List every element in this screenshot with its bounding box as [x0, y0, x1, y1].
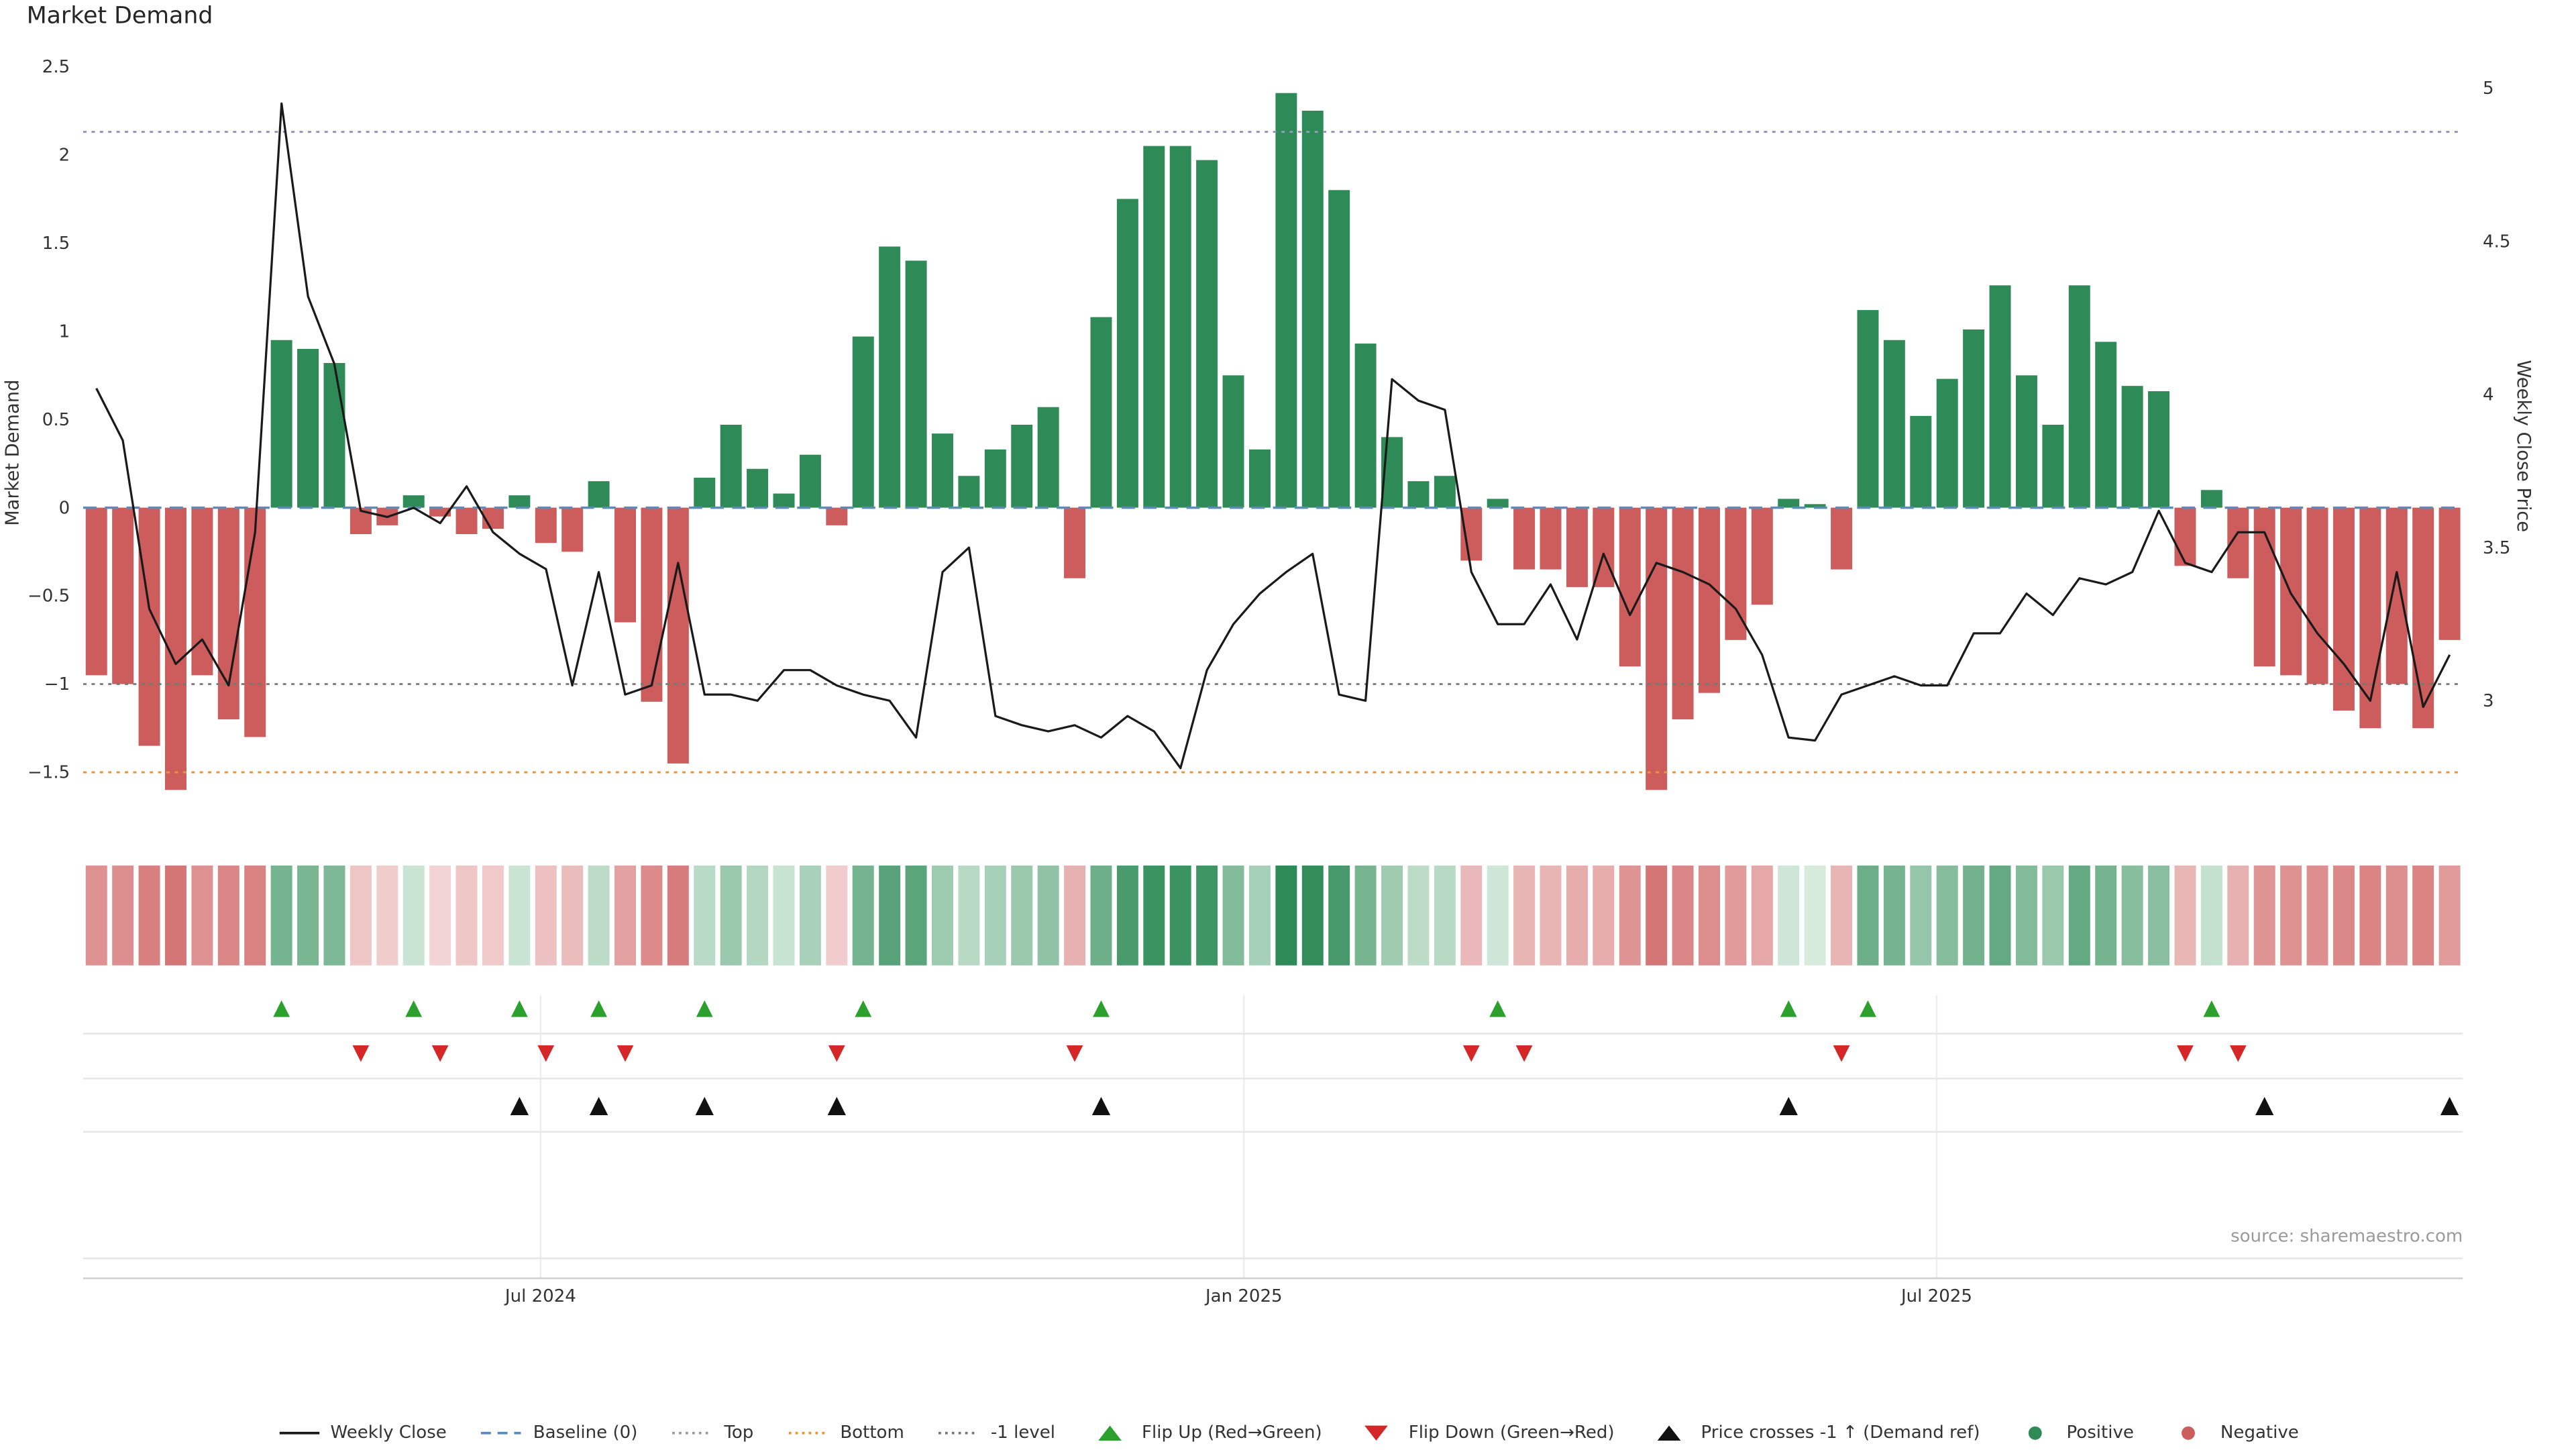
legend-item: Price crosses -1 ↑ (Demand ref) [1648, 1423, 1980, 1443]
legend-dot-icon [2028, 1426, 2042, 1440]
flip-up-markers [273, 1000, 2220, 1017]
svg-text:0.5: 0.5 [42, 410, 70, 430]
legend-item: Negative [2167, 1423, 2299, 1443]
svg-text:−1.5: −1.5 [28, 763, 70, 783]
svg-text:Jul 2025: Jul 2025 [1900, 1286, 1972, 1306]
legend-label: Baseline (0) [533, 1422, 638, 1443]
svg-text:−1: −1 [44, 674, 70, 694]
legend-label: Flip Up (Red→Green) [1142, 1422, 1322, 1443]
legend-dotted-icon [938, 1431, 979, 1435]
demand-heatmap-strip [85, 865, 2461, 966]
legend-item: Flip Down (Green→Red) [1355, 1422, 1615, 1443]
svg-text:Jan 2025: Jan 2025 [1204, 1286, 1283, 1306]
weekly-close-line [95, 102, 2451, 770]
left-axis-label: Market Demand [2, 380, 23, 526]
svg-text:1: 1 [59, 321, 70, 342]
legend-item: Positive [2013, 1423, 2134, 1443]
page-title: Market Demand [26, 3, 213, 30]
svg-text:0: 0 [59, 498, 70, 518]
legend-item: Baseline (0) [480, 1423, 637, 1443]
legend-dashed-icon [481, 1431, 522, 1435]
legend-label: -1 level [990, 1422, 1056, 1443]
legend-item: Weekly Close [277, 1423, 447, 1443]
legend-item: Top [671, 1423, 753, 1443]
right-axis-label: Weekly Close Price [2513, 360, 2534, 533]
right-axis-ticks: 5 4.5 4 3.5 3 [2483, 79, 2510, 711]
legend-label: Weekly Close [330, 1422, 447, 1443]
legend-dot-icon [2182, 1426, 2196, 1440]
left-axis-ticks: 2.5 2 1.5 1 0.5 0 −0.5 −1 −1.5 [28, 57, 70, 783]
legend-line-icon [278, 1431, 319, 1435]
legend-label: Positive [2066, 1422, 2134, 1443]
svg-text:1.5: 1.5 [42, 234, 70, 254]
legend-dotted-icon [788, 1431, 828, 1435]
svg-text:4: 4 [2483, 385, 2494, 405]
legend-item: -1 level [937, 1423, 1055, 1443]
flip-down-markers [352, 1045, 2247, 1062]
legend-item: Flip Up (Red→Green) [1089, 1423, 1322, 1443]
legend-label: Negative [2220, 1422, 2299, 1443]
legend: Weekly Close Baseline (0) Top Bottom -1 leve… [0, 1423, 2576, 1443]
svg-text:3: 3 [2483, 691, 2494, 711]
legend-label: Top [724, 1422, 754, 1443]
price-cross-markers [510, 1096, 2459, 1116]
legend-triangle-up-icon [1658, 1425, 1681, 1441]
svg-text:Jul 2024: Jul 2024 [504, 1286, 576, 1306]
svg-text:5: 5 [2483, 79, 2494, 99]
legend-label: Bottom [840, 1422, 904, 1443]
lower-grid [83, 995, 2463, 1280]
legend-item: Bottom [787, 1423, 904, 1443]
legend-triangle-down-icon [1365, 1425, 1389, 1441]
x-axis-ticks: Jul 2024 Jan 2025 Jul 2025 [504, 1286, 1972, 1306]
svg-text:2.5: 2.5 [42, 57, 70, 77]
source-note: source: sharemaestro.com [2231, 1227, 2463, 1247]
svg-text:3.5: 3.5 [2483, 538, 2510, 558]
legend-label: Flip Down (Green→Red) [1408, 1422, 1615, 1443]
legend-dotted-icon [672, 1431, 713, 1435]
svg-text:4.5: 4.5 [2483, 231, 2510, 252]
legend-triangle-up-icon [1098, 1425, 1122, 1441]
legend-label: Price crosses -1 ↑ (Demand ref) [1701, 1422, 1980, 1443]
demand-bars [85, 93, 2461, 790]
svg-text:−0.5: −0.5 [28, 586, 70, 607]
svg-text:2: 2 [59, 145, 70, 165]
